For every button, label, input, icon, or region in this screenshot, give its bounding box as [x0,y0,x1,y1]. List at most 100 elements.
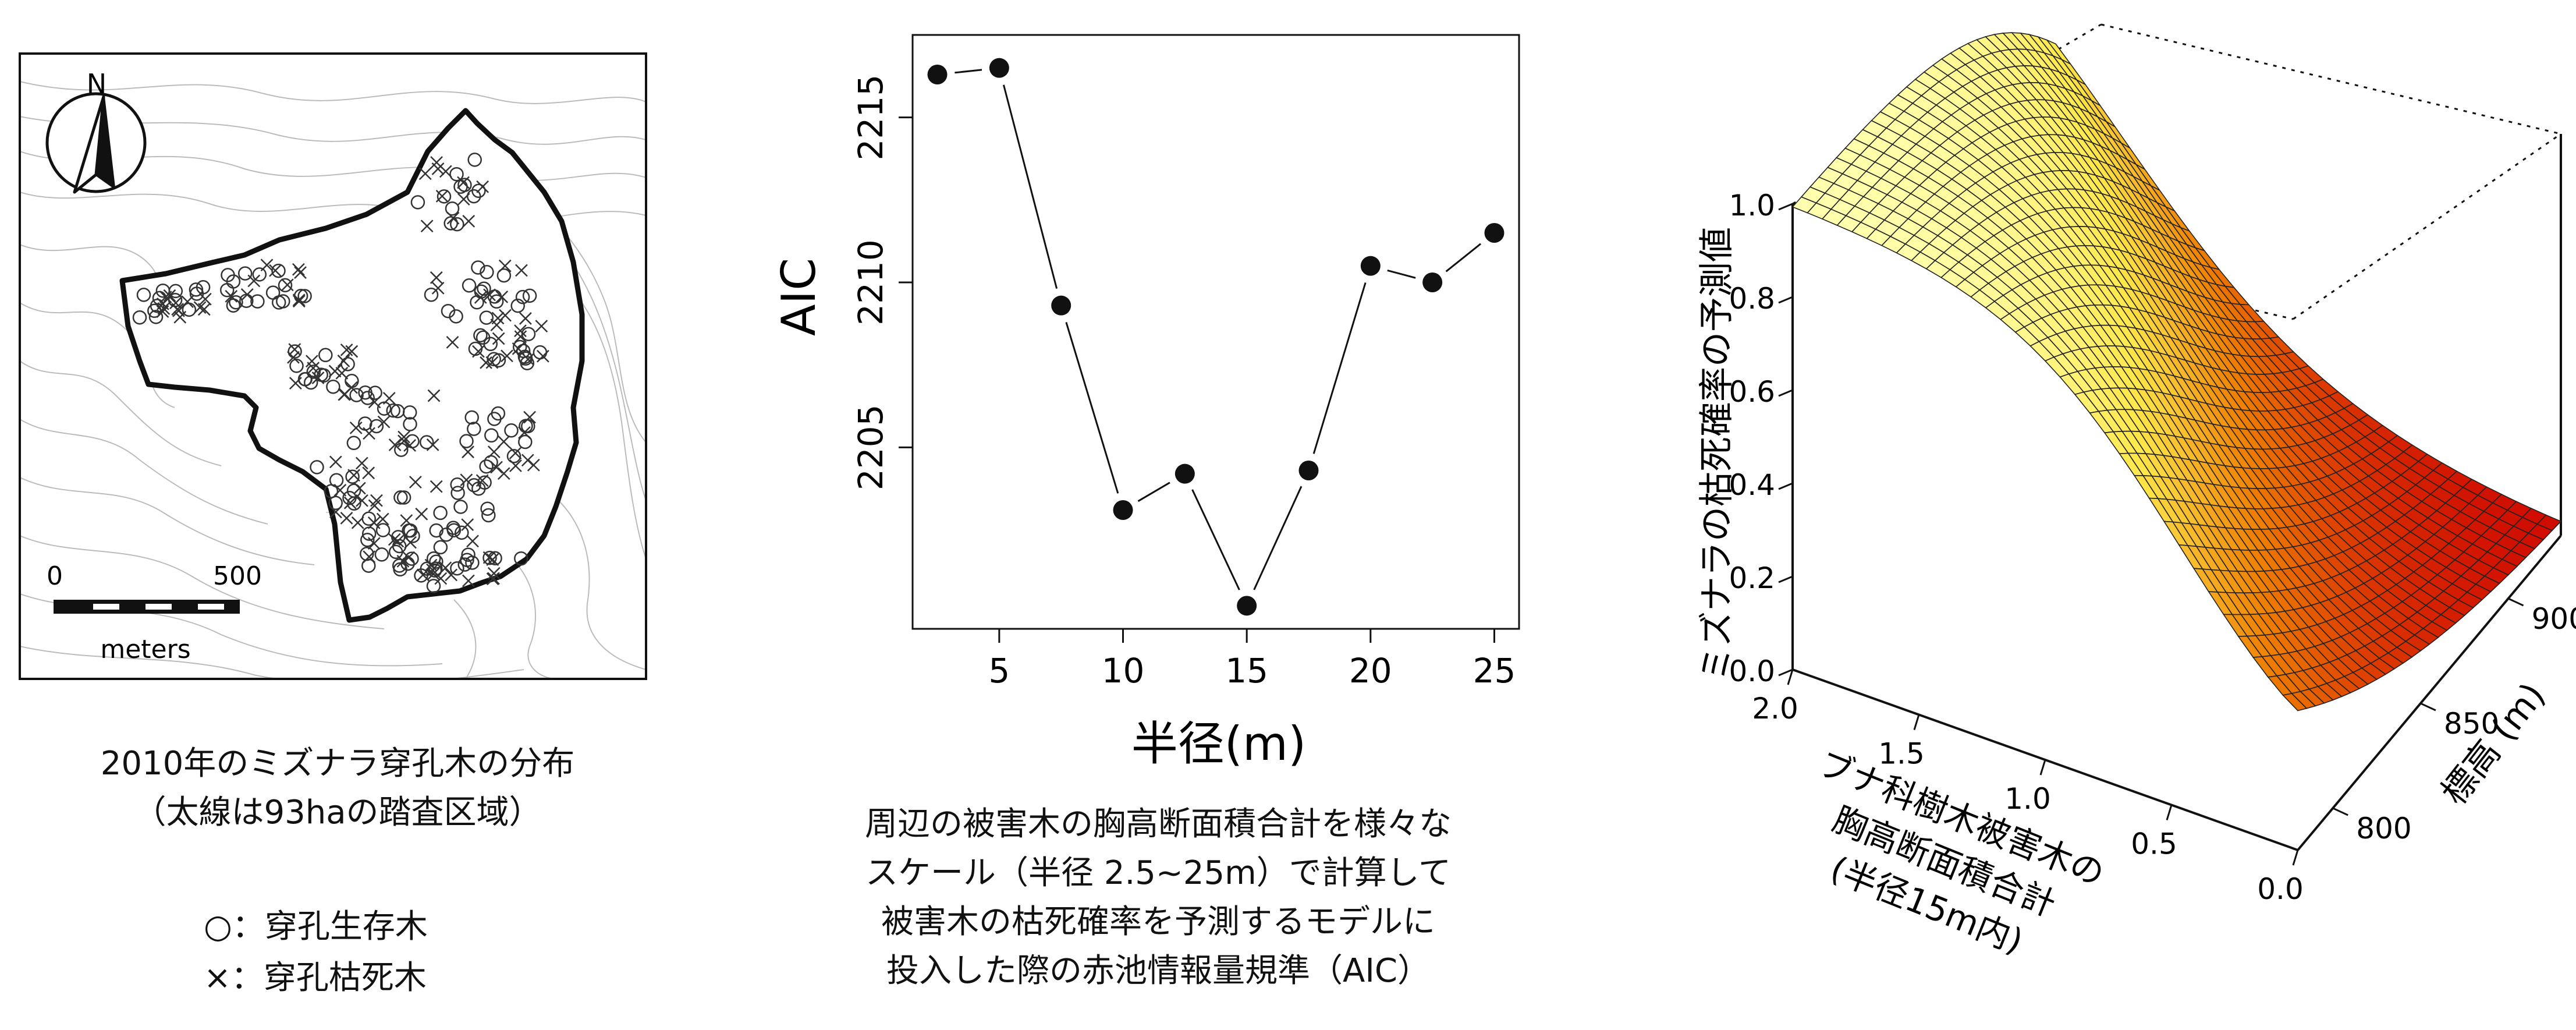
aic-data-point [1113,500,1133,520]
alive-tree-point [464,410,479,425]
alive-tree-point [289,359,304,373]
surface-ztick-label: 1.0 [1729,189,1775,222]
alive-tree-point [297,289,312,303]
dead-tree-point [355,456,368,470]
surface-ylabel: 標高 (m) [2433,675,2553,813]
dead-tree-point [515,264,528,277]
aic-line-segment [1137,482,1170,502]
alive-tree-point [414,568,428,583]
alive-tree-point [483,337,498,352]
alive-tree-point [148,310,164,324]
surface-xtick-label: 2.0 [1752,692,1798,725]
alive-tree-point [345,469,360,484]
aic-xtick-label: 25 [1473,651,1516,691]
alive-tree-point [439,528,453,542]
aic-data-point [1360,256,1381,276]
alive-tree-point [229,295,243,310]
surface-facet [2282,693,2308,712]
alive-tree-point [450,486,465,500]
dead-tree-point [486,572,499,586]
alive-tree-point [219,282,235,298]
dead-tree-point [377,415,391,429]
surface-ztick-mark [1778,668,1793,677]
dead-tree-point [398,430,410,444]
dead-tree-point [430,156,443,169]
dead-tree-point [347,469,360,482]
scale-start-label: 0 [47,561,63,591]
dead-tree-point [340,344,353,356]
dead-tree-point [367,537,381,550]
alive-tree-point [441,303,456,318]
alive-tree-point [518,434,533,449]
surface-xtick-label: 1.5 [1878,737,1925,771]
alive-tree-point [453,500,468,514]
dead-tree-point [514,330,527,344]
aic-xtick-label: 5 [988,651,1010,691]
alive-tree-point [306,364,321,379]
surface-ytick-label: 850 [2444,707,2499,741]
alive-tree-point [340,357,355,371]
aic-chart-panel: 5 10 15 20 25 2205 2210 2215 半径(m) AIC 周辺の被害木の胸… [757,0,1560,1030]
alive-tree-point [433,540,448,555]
alive-tree-point [288,344,302,359]
dead-tree-point [409,476,422,489]
aic-data-point [1298,461,1319,480]
dead-tree-point [388,438,402,451]
aic-line-segment [1312,282,1367,454]
dead-tree-point [535,320,548,333]
map-frame [19,52,647,680]
surface-xtick-mark [2166,805,2173,820]
dead-tree-point [457,193,470,206]
aic-line-segment [1253,486,1303,590]
alive-tree-point [360,533,375,547]
map-caption-line1: 2010年のミズナラ穿孔木の分布 [100,745,575,783]
study-area-boundary [119,108,585,623]
alive-tree-point [168,284,183,299]
alive-tree-point [346,436,361,451]
dead-tree-point [490,318,503,331]
dead-tree-point [340,512,353,525]
alive-tree-point [303,375,318,390]
alive-tree-point [326,379,340,394]
dead-tree-point [446,335,459,349]
dead-tree-point [431,281,445,295]
alive-tree-point [443,216,458,231]
dead-tree-point [462,445,474,459]
alive-tree-point [510,298,525,313]
dead-tree-point [225,289,238,303]
alive-tree-point [196,280,211,295]
legend-dead: ×：穿孔枯死木 [204,959,427,997]
alive-tree-point [374,547,389,562]
dead-tree-point [462,214,476,228]
dead-tree-point [356,494,368,507]
dead-tree-point [349,421,363,434]
dead-tree-point [294,266,307,279]
alive-tree-point [462,278,477,293]
alive-tree-point [484,428,499,443]
alive-tree-point [396,490,411,505]
dead-tree-point [193,301,207,314]
tree-points [132,153,549,593]
legend-alive: ○：穿孔生存木 [204,908,428,946]
aic-data-point [1051,295,1071,316]
alive-tree-point [482,550,497,565]
surface-ticks: 0.0 0.2 0.4 0.6 0.8 1.0 0.0 0.5 1.0 1.5 2.0 800 850 9… [1729,189,2576,906]
aic-data-point [1422,272,1443,292]
alive-tree-point [403,417,417,431]
aic-line-segment [1191,489,1240,590]
surface-chart-panel: 0.0 0.2 0.4 0.6 0.8 1.0 0.0 0.5 1.0 1.5 2.0 800 850 9… [1606,0,2576,1030]
scale-bar: 0 500 meters [47,561,262,664]
dead-tree-point [197,303,211,316]
aic-xtick-label: 15 [1225,651,1268,691]
dead-tree-point [521,353,535,366]
alive-tree-point [361,526,377,541]
aic-line-segment [1065,321,1119,494]
alive-tree-point [479,459,494,474]
surface-ztick-label: 0.2 [1729,561,1775,595]
alive-tree-point [358,385,372,400]
alive-tree-point [457,178,472,192]
alive-tree-point [310,460,324,475]
alive-tree-point [328,495,343,511]
alive-tree-point [450,217,464,232]
dead-tree-point [388,533,401,546]
